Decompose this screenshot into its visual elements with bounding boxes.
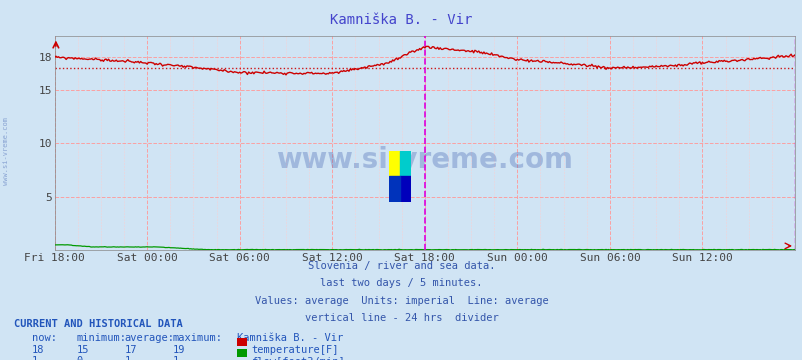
Text: minimum:: minimum: — [76, 333, 126, 343]
Text: last two days / 5 minutes.: last two days / 5 minutes. — [320, 278, 482, 288]
Bar — [399, 151, 411, 176]
Bar — [399, 176, 411, 202]
Text: 17: 17 — [124, 345, 137, 355]
Bar — [388, 176, 399, 202]
Text: average:: average: — [124, 333, 174, 343]
Text: maximum:: maximum: — [172, 333, 222, 343]
Text: Slovenia / river and sea data.: Slovenia / river and sea data. — [307, 261, 495, 271]
Text: 15: 15 — [76, 345, 89, 355]
Text: 19: 19 — [172, 345, 185, 355]
Text: Kamniška B. - Vir: Kamniška B. - Vir — [237, 333, 342, 343]
Bar — [388, 151, 399, 176]
Text: www.si-vreme.com: www.si-vreme.com — [3, 117, 10, 185]
Text: 1: 1 — [32, 356, 38, 360]
Text: 0: 0 — [76, 356, 83, 360]
Text: 1: 1 — [172, 356, 179, 360]
Text: temperature[F]: temperature[F] — [251, 345, 338, 355]
Text: 18: 18 — [32, 345, 45, 355]
Text: 1: 1 — [124, 356, 131, 360]
Text: Kamniška B. - Vir: Kamniška B. - Vir — [330, 13, 472, 27]
Text: Values: average  Units: imperial  Line: average: Values: average Units: imperial Line: av… — [254, 296, 548, 306]
Text: now:: now: — [32, 333, 57, 343]
Text: CURRENT AND HISTORICAL DATA: CURRENT AND HISTORICAL DATA — [14, 319, 183, 329]
Text: vertical line - 24 hrs  divider: vertical line - 24 hrs divider — [304, 313, 498, 323]
Text: flow[foot3/min]: flow[foot3/min] — [251, 356, 345, 360]
Text: www.si-vreme.com: www.si-vreme.com — [276, 146, 573, 174]
